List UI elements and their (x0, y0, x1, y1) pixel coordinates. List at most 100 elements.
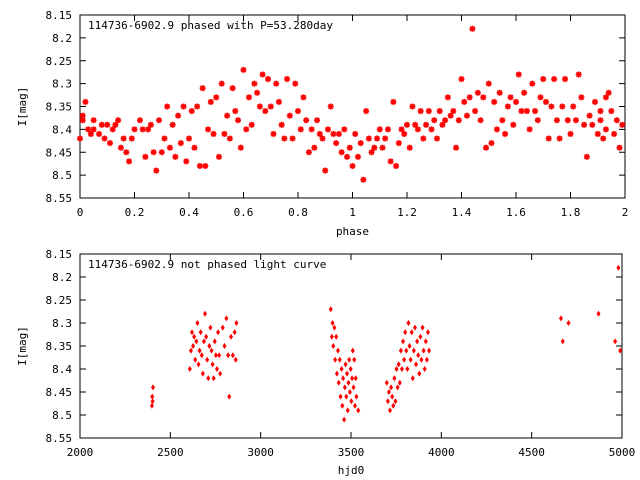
y-tick-label: 8.2 (52, 32, 72, 45)
data-point (491, 98, 498, 105)
data-point (208, 324, 213, 331)
data-point (398, 126, 405, 133)
data-point (564, 117, 571, 124)
data-point (613, 338, 618, 345)
data-point (421, 347, 426, 354)
data-point (616, 144, 623, 151)
x-axis-label: hjd0 (338, 464, 365, 477)
data-point (205, 356, 210, 363)
y-tick-label: 8.15 (46, 9, 73, 22)
data-point (98, 121, 105, 128)
data-point (619, 121, 626, 128)
data-point (499, 117, 506, 124)
data-point (592, 98, 599, 105)
data-point (340, 402, 345, 409)
data-point (463, 112, 470, 119)
y-axis-label: I[mag] (16, 326, 29, 366)
data-point (398, 347, 403, 354)
data-point (409, 329, 414, 336)
chart-title: 114736-6902.9 not phased light curve (88, 258, 326, 271)
data-point (232, 329, 237, 336)
data-point (594, 130, 601, 137)
data-point (191, 343, 196, 349)
data-point (115, 117, 122, 124)
data-point (466, 94, 473, 101)
data-point (289, 135, 296, 142)
data-point (275, 98, 282, 105)
y-tick-label: 8.2 (52, 271, 72, 284)
data-point (596, 310, 601, 317)
data-point (392, 375, 397, 382)
data-point (488, 140, 495, 147)
data-point (131, 126, 138, 133)
y-tick-label: 8.4 (52, 123, 72, 136)
data-point (442, 117, 449, 124)
data-point (187, 366, 192, 372)
y-axis-label: I[mag] (16, 87, 29, 127)
plot-frame (79, 253, 623, 439)
data-point (575, 71, 582, 78)
data-point (485, 80, 492, 87)
data-point (212, 338, 217, 345)
data-point (548, 103, 555, 110)
data-point (342, 384, 347, 391)
x-tick-label: 0.8 (288, 206, 308, 219)
data-point (316, 130, 323, 137)
data-point (556, 135, 563, 142)
data-point (175, 112, 182, 119)
data-point (82, 98, 89, 105)
data-point (404, 347, 409, 354)
x-tick-label: 0.6 (234, 206, 254, 219)
data-point (314, 117, 321, 124)
data-point (188, 347, 193, 354)
data-point (395, 384, 400, 391)
data-point (526, 126, 533, 133)
y-tick-label: 8.5 (52, 169, 72, 182)
data-point (600, 135, 607, 142)
data-point (335, 130, 342, 137)
data-point (551, 76, 558, 83)
data-point (537, 94, 544, 101)
x-tick-label: 4000 (428, 446, 455, 459)
data-point (126, 158, 133, 165)
data-point (226, 352, 231, 359)
data-point (474, 89, 481, 96)
data-point (336, 379, 341, 386)
data-point (425, 329, 430, 336)
data-point (352, 130, 359, 137)
data-point (166, 144, 173, 151)
data-point (192, 333, 197, 340)
data-point (414, 361, 419, 368)
data-point (405, 366, 410, 372)
data-point (453, 144, 460, 151)
data-point (332, 324, 337, 331)
data-point (384, 126, 391, 133)
data-point (393, 162, 400, 169)
data-point (214, 366, 219, 372)
data-point (218, 370, 223, 377)
data-point (209, 347, 214, 354)
data-point (461, 98, 468, 105)
data-point (200, 370, 205, 377)
data-point (540, 76, 547, 83)
data-point (87, 130, 94, 137)
data-point (390, 393, 395, 400)
data-point (477, 117, 484, 124)
y-tick-label: 8.3 (52, 317, 72, 330)
data-point (286, 112, 293, 119)
data-point (300, 94, 307, 101)
x-tick-label: 2000 (67, 446, 94, 459)
data-point (423, 338, 428, 345)
data-point (303, 117, 310, 124)
y-tick-label: 8.25 (46, 294, 73, 307)
y-tick-label: 8.25 (46, 55, 73, 68)
data-point (583, 153, 590, 160)
data-point (390, 98, 397, 105)
data-point (251, 80, 258, 87)
data-point (207, 98, 214, 105)
data-point (101, 135, 108, 142)
data-point (513, 98, 519, 105)
data-point (234, 320, 239, 326)
data-point (331, 343, 336, 349)
